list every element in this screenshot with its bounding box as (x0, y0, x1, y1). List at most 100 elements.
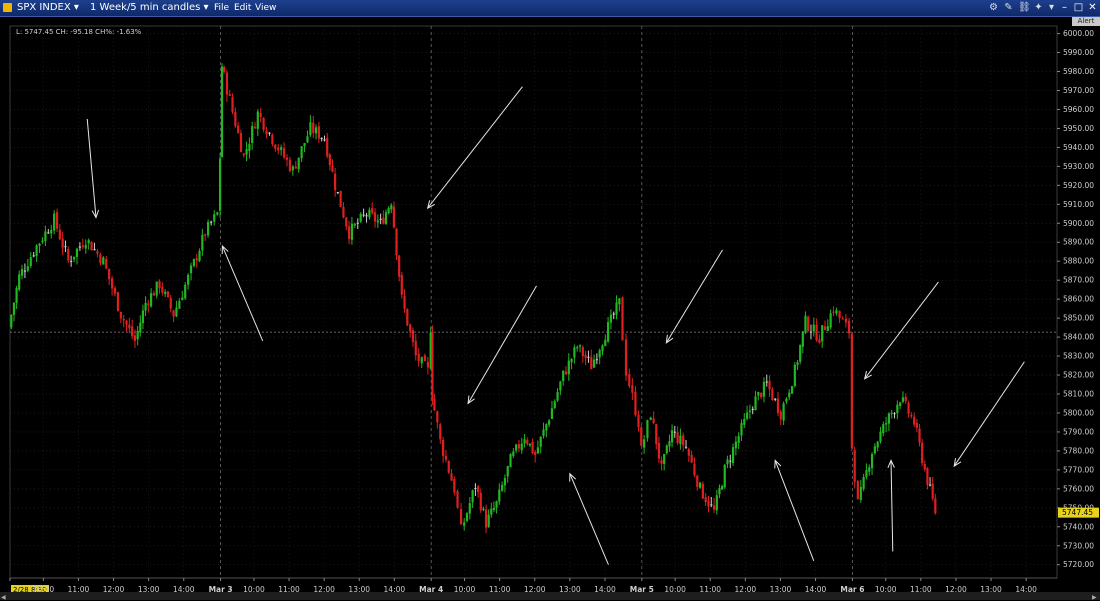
menu-file[interactable]: File (214, 3, 230, 13)
candle-body (684, 446, 688, 448)
time-tick-label: Mar 6 (840, 585, 864, 594)
time-tick-label: 11:00 (699, 585, 721, 594)
price-tick-label: 5890.00 (1063, 238, 1094, 247)
app-icon (3, 3, 12, 12)
annotation-arrowhead (467, 395, 475, 405)
price-axis[interactable]: 5720.005730.005740.005750.005760.005770.… (1057, 29, 1099, 569)
candle-body (643, 439, 646, 448)
candle-body (649, 417, 652, 420)
candle-body (320, 138, 323, 140)
tools-icon[interactable]: ✎ (1004, 2, 1013, 13)
gear-icon[interactable]: ⚙ (989, 2, 998, 13)
period-label: 1 Week/5 min candles (90, 2, 201, 13)
candle-body (90, 241, 93, 251)
candle-body (444, 455, 448, 460)
candle-body (225, 72, 229, 95)
candle-body (280, 147, 283, 150)
candle-body (856, 480, 859, 500)
candle-body (158, 281, 161, 289)
candle-body (81, 245, 84, 248)
candle-body (447, 461, 450, 473)
maximize-icon[interactable]: □ (1073, 2, 1084, 13)
candle-body (934, 498, 937, 514)
candle-body (93, 249, 96, 251)
link-icon[interactable]: ⛓ (1018, 2, 1031, 13)
candle-body (268, 132, 271, 134)
candle-body (234, 111, 237, 127)
candle-body (663, 454, 666, 464)
pin-icon[interactable]: ✦ (1034, 2, 1043, 13)
candle-body (192, 259, 196, 266)
candle-body (865, 470, 868, 477)
candle-body (411, 330, 415, 342)
candle-body (390, 205, 393, 210)
candle-body (50, 229, 53, 234)
candle-body (141, 310, 145, 324)
candle-body (882, 424, 885, 434)
candle-body (726, 459, 729, 465)
menu-view[interactable]: View (255, 3, 277, 13)
candle-body (634, 391, 637, 416)
period-selector[interactable]: 1 Week/5 min candles ▾ (90, 2, 209, 13)
time-tick-label: 10:00 (33, 585, 55, 594)
scroll-strip[interactable] (0, 592, 1100, 600)
time-tick-label: 2/28 8:30 (13, 586, 47, 594)
close-icon[interactable]: ✕ (1088, 2, 1097, 13)
candle-body (64, 246, 67, 248)
candle-body (847, 320, 851, 334)
candle-body (868, 467, 871, 472)
annotation-arrow (774, 460, 815, 562)
candle-body (921, 442, 924, 464)
time-tick-label: 13:00 (138, 585, 160, 594)
candle-body (110, 278, 114, 289)
candle-body (339, 190, 342, 208)
candle-body (592, 359, 596, 368)
minimize-icon[interactable]: – (1062, 2, 1067, 13)
candle-body (187, 274, 190, 285)
candle-body (665, 445, 668, 454)
candle-body (239, 133, 243, 153)
price-tick-label: 5900.00 (1063, 219, 1094, 228)
candle-body (245, 149, 248, 155)
candle-body (436, 411, 439, 423)
candle-body (782, 403, 785, 421)
annotation-arrow (86, 118, 97, 218)
time-tick-label: 13:00 (348, 585, 370, 594)
last-price-label: 5747.45 (1062, 508, 1093, 517)
candle-body (760, 393, 763, 398)
candle-body (271, 134, 274, 145)
candle-body (61, 238, 64, 248)
candle-body (398, 255, 401, 277)
candle-body (228, 94, 231, 96)
candle-body (690, 454, 693, 463)
candle-body (559, 381, 562, 391)
time-tick-label: 13:00 (770, 585, 792, 594)
candles (10, 63, 937, 534)
candle-body (125, 320, 128, 325)
annotation-arrow (665, 249, 723, 344)
scroll-left-icon[interactable]: ◀ (1, 594, 6, 601)
candle-body (893, 413, 896, 415)
menu-edit[interactable]: Edit (234, 3, 252, 13)
candle-body (409, 324, 412, 332)
dock-icon[interactable]: ▾ (1048, 2, 1055, 13)
candle-body (131, 326, 134, 337)
security-selector[interactable]: SPX INDEX ▾ (17, 2, 79, 13)
candle-body (317, 126, 320, 139)
scroll-right-icon[interactable]: ▶ (1092, 594, 1097, 601)
candle-body (456, 491, 459, 508)
candle-body (517, 444, 521, 449)
candle-body (534, 452, 537, 456)
candle-body (426, 361, 430, 368)
candle-body (87, 240, 90, 244)
price-tick-label: 5760.00 (1063, 484, 1094, 493)
candle-body (406, 308, 409, 326)
candle-body (862, 477, 865, 489)
candle-body (562, 370, 565, 382)
price-tick-label: 5730.00 (1063, 541, 1094, 550)
candle-body (139, 322, 142, 333)
alert-button[interactable]: Alert (1072, 17, 1100, 26)
candle-body (913, 416, 916, 425)
